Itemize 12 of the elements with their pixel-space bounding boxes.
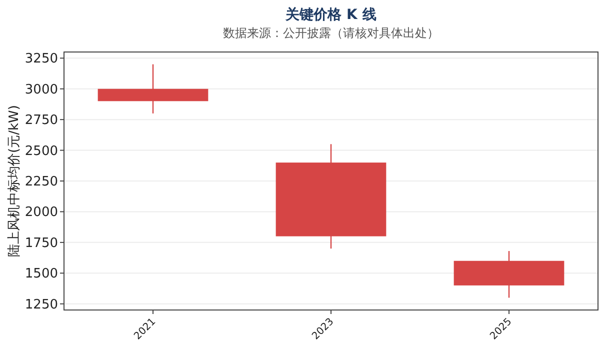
y-tick-label: 2750 <box>24 113 58 128</box>
y-axis-title: 陆上风机中标均价(元/kW) <box>7 105 22 257</box>
y-tick-label: 2250 <box>24 174 58 190</box>
y-tick-label: 2500 <box>24 144 58 159</box>
y-tick-label: 1250 <box>24 297 58 312</box>
y-tick-label: 3000 <box>24 82 58 98</box>
y-tick-label: 1500 <box>24 266 58 282</box>
chart-title: 关键价格 K 线 <box>284 6 376 23</box>
y-tick-label: 1750 <box>24 236 58 251</box>
y-tick-label: 3250 <box>24 52 58 67</box>
y-tick-label: 2000 <box>24 205 58 220</box>
chart-subtitle: 数据来源：公开披露（请核对具体出处） <box>223 26 439 40</box>
